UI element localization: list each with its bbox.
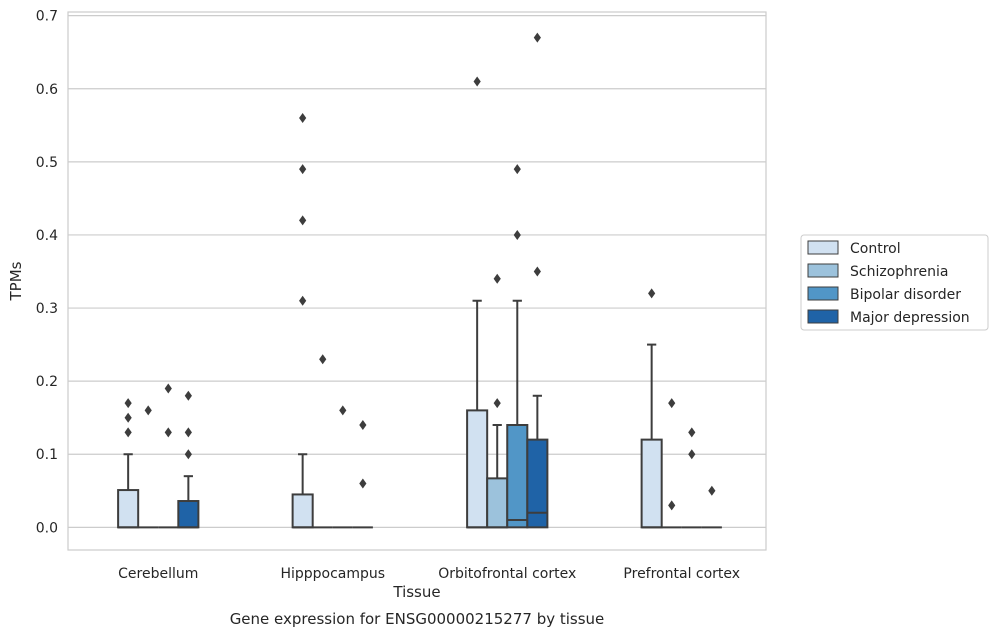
outlier-point (184, 390, 192, 401)
box-major-depression (352, 420, 373, 529)
box-bipolar-disorder (506, 164, 529, 529)
outlier-point (513, 164, 521, 175)
box-body (640, 438, 663, 529)
legend-frame (800, 234, 989, 331)
box-bipolar-disorder (332, 405, 353, 529)
outlier-point (513, 229, 521, 240)
y-axis-label: TPMs (7, 261, 25, 301)
x-tick-labels: Cerebellum Hipppocampus Orbitofrontal cort… (118, 566, 740, 582)
x-tick-label: Cerebellum (118, 566, 198, 582)
plot-frame (67, 11, 767, 551)
outlier-point (184, 427, 192, 438)
y-gridlines (68, 15, 766, 528)
outlier-point (359, 420, 367, 431)
legend-swatch (807, 286, 839, 301)
x-tick-label: Prefrontal cortex (623, 566, 740, 582)
box-plot-series (117, 32, 722, 529)
legend-swatch (807, 263, 839, 278)
box-body (486, 477, 509, 529)
box-schizophrenia (138, 405, 159, 529)
legend-swatch (807, 309, 839, 324)
x-axis-label: Tissue (392, 583, 440, 601)
y-tick-label: 0.4 (36, 228, 58, 244)
outlier-point (533, 32, 541, 43)
x-tick-label: Orbitofrontal cortex (438, 566, 576, 582)
outlier-point (359, 478, 367, 489)
box-major-depression (701, 485, 722, 529)
box-schizophrenia (661, 398, 682, 529)
outlier-point (144, 405, 152, 416)
outlier-point (124, 427, 132, 438)
box-control (117, 398, 140, 529)
box-body (526, 438, 549, 529)
outlier-point (688, 427, 696, 438)
box-body (291, 493, 314, 529)
outlier-point (124, 398, 132, 409)
box-body (506, 424, 529, 529)
outlier-point (299, 215, 307, 226)
legend-label: Major depression (850, 310, 970, 326)
legend-label: Control (850, 241, 901, 257)
outlier-point (299, 164, 307, 175)
outlier-point (493, 398, 501, 409)
box-control (640, 288, 663, 529)
outlier-point (184, 449, 192, 460)
outlier-point (299, 295, 307, 306)
x-tick-label: Hipppocampus (280, 566, 385, 582)
outlier-point (668, 500, 676, 511)
y-tick-labels: 0.0 0.1 0.2 0.3 0.4 0.5 0.6 0.7 (36, 9, 58, 537)
legend-label: Bipolar disorder (850, 287, 961, 303)
y-tick-label: 0.0 (36, 520, 58, 536)
box-control (291, 112, 314, 529)
outlier-point (708, 485, 716, 496)
chart-caption: Gene expression for ENSG00000215277 by t… (230, 610, 605, 628)
box-body (177, 500, 200, 529)
y-tick-label: 0.5 (36, 155, 58, 171)
outlier-point (688, 449, 696, 460)
box-bipolar-disorder (681, 427, 702, 529)
box-body (466, 409, 489, 529)
outlier-point (473, 76, 481, 87)
legend-swatch (807, 240, 839, 255)
outlier-point (319, 354, 327, 365)
box-major-depression (526, 32, 549, 529)
outlier-point (339, 405, 347, 416)
outlier-point (164, 427, 172, 438)
y-tick-label: 0.2 (36, 374, 58, 390)
legend: Control Schizophrenia Bipolar disorder Majo… (800, 234, 989, 331)
box-control (466, 76, 489, 529)
y-tick-label: 0.1 (36, 447, 58, 463)
box-body (117, 489, 140, 529)
box-schizophrenia (312, 354, 333, 529)
y-tick-label: 0.7 (36, 9, 58, 25)
y-tick-label: 0.3 (36, 301, 58, 317)
box-major-depression (177, 390, 200, 529)
outlier-point (299, 112, 307, 123)
y-tick-label: 0.6 (36, 82, 58, 98)
outlier-point (164, 383, 172, 394)
box-schizophrenia (486, 273, 509, 529)
legend-label: Schizophrenia (850, 264, 948, 280)
outlier-point (668, 398, 676, 409)
outlier-point (124, 412, 132, 423)
outlier-point (648, 288, 656, 299)
outlier-point (533, 266, 541, 277)
outlier-point (493, 273, 501, 284)
box-bipolar-disorder (158, 383, 179, 529)
